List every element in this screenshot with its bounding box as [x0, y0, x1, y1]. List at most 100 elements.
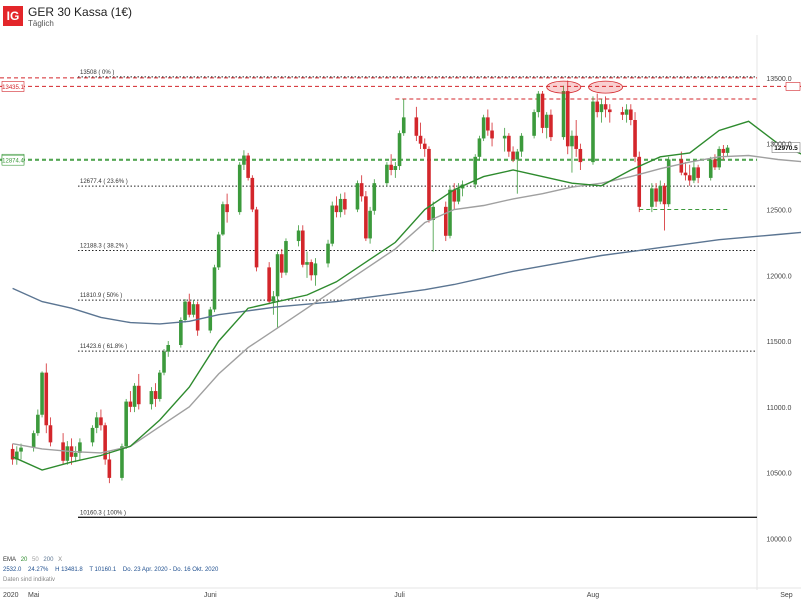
ema-legend: EMA 20 50 200 X [3, 555, 223, 565]
fib-label: 12188.3 ( 38.2% ) [80, 243, 128, 249]
candle-body [10, 448, 15, 460]
x-tick-label: Mai [28, 592, 40, 599]
stat-change-pct: 24.27% [28, 567, 49, 573]
x-tick-label: 2020 [3, 592, 19, 599]
candle-body [212, 267, 217, 310]
candle-body [427, 148, 431, 220]
candle-body [120, 446, 124, 478]
candle-body [61, 442, 65, 461]
candle-body [578, 148, 583, 163]
stat-low: T 10160.1 [89, 567, 117, 573]
candle-body [595, 101, 599, 113]
candle-body [431, 206, 435, 220]
candle-body [385, 164, 389, 184]
candles [10, 80, 730, 484]
candle-body [334, 205, 339, 213]
candle-body [544, 114, 549, 128]
candle-body [31, 433, 36, 448]
candle-body [540, 93, 545, 128]
candle-body [570, 135, 574, 147]
candle-body [683, 172, 688, 176]
candle-body [279, 254, 284, 273]
ema-200-label: 200 [43, 557, 54, 563]
candle-body [94, 417, 99, 428]
resistance-label-box [1, 81, 25, 92]
candle-body [511, 151, 515, 160]
x-tick-label: Aug [587, 592, 600, 599]
candle-body [191, 304, 196, 315]
candle-body [19, 447, 23, 452]
candle-body [456, 188, 461, 202]
candle-body [418, 135, 423, 144]
candle-body [574, 135, 578, 149]
ema-label: EMA [3, 557, 17, 563]
instrument-title: GER 30 Kassa (1€) [28, 5, 133, 19]
y-tick-label: 10500.0 [766, 471, 791, 478]
candle-body [637, 156, 642, 207]
candle-body [309, 262, 314, 276]
candle-body [519, 135, 524, 152]
x-tick-label: Juni [204, 592, 217, 599]
candle-body [225, 204, 229, 213]
support-label-box [1, 154, 25, 166]
candle-body [473, 156, 478, 185]
candle-body [452, 189, 456, 202]
candle-body [515, 151, 520, 160]
disclaimer: Daten sind indikativ [3, 577, 56, 583]
candle-body [372, 183, 377, 211]
candle-body [608, 109, 612, 113]
candle-body [507, 135, 511, 152]
candle-body [166, 345, 171, 352]
ema-20-line [12, 120, 801, 471]
candle-body [397, 133, 402, 167]
chart-header: IG GER 30 Kassa (1€) Täglich [0, 0, 801, 40]
y-tick-label: 13000.0 [766, 142, 791, 149]
candle-body [305, 262, 309, 265]
candle-body [629, 109, 633, 120]
candle-body [696, 167, 700, 178]
y-tick-label: 11500.0 [767, 339, 792, 346]
candle-body [136, 385, 141, 405]
candle-body [603, 104, 608, 110]
x-tick-label: Sep [780, 592, 793, 599]
candle-body [422, 143, 427, 149]
candle-body [271, 296, 276, 302]
candle-body [624, 109, 629, 115]
candle-body [620, 112, 625, 115]
candle-body [208, 309, 213, 331]
resistance-marker [785, 82, 801, 91]
fib-label: 11810.9 ( 50% ) [80, 293, 122, 299]
candle-body [414, 117, 419, 136]
candle-body [216, 234, 221, 268]
candle-body [633, 120, 637, 157]
candle-body [90, 427, 95, 443]
candle-body [389, 164, 393, 170]
candle-body [99, 417, 103, 426]
last-price-label: 12970.5 [774, 145, 798, 152]
top-highlight-ellipse [588, 80, 623, 94]
timeframe-label: Täglich [28, 19, 54, 28]
candle-body [448, 189, 452, 236]
last-price-box [771, 142, 801, 153]
x-tick-label: Juli [394, 592, 405, 599]
candle-body [48, 425, 53, 443]
candle-body [221, 204, 225, 235]
stat-change: 2532.0 [3, 567, 22, 573]
candle-body [132, 385, 137, 407]
candle-body [591, 101, 595, 163]
candle-body [44, 372, 49, 426]
candle-body [725, 147, 730, 153]
level-lines: 13508 ( 0% ) 12677.4 ( 23.6% ) 12188.3 ( 3… [0, 70, 801, 519]
candle-body [195, 304, 200, 331]
candle-body [481, 117, 486, 139]
y-tick-label: 10000.0 [766, 536, 791, 543]
candle-body [187, 301, 192, 315]
candle-body [73, 452, 78, 457]
candle-body [128, 401, 133, 407]
ema-close-icon[interactable]: X [58, 557, 63, 563]
candle-body [246, 155, 250, 178]
candle-body [275, 254, 280, 297]
candle-body [124, 401, 128, 447]
candle-body [708, 159, 713, 178]
